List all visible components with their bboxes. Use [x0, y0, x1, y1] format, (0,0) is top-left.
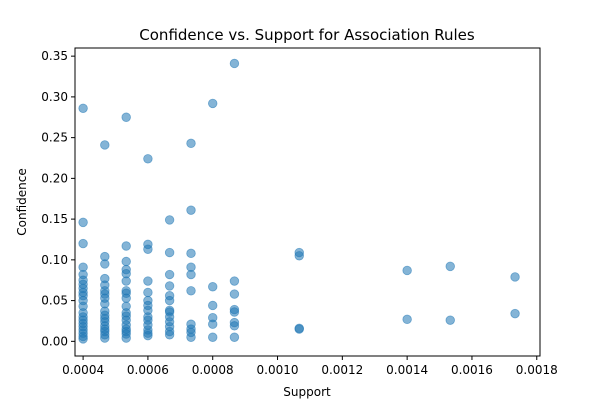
y-tick-label: 0.00 — [41, 334, 68, 348]
data-point-101 — [229, 276, 240, 286]
data-point-89 — [186, 286, 196, 296]
data-point-94 — [208, 98, 218, 109]
y-axis: 0.00 0.05 0.10 0.15 0.20 0.25 0.30 0.35 — [41, 49, 75, 348]
data-point-88 — [186, 269, 196, 280]
data-point-115 — [445, 315, 455, 325]
y-tick-label: 0.35 — [41, 49, 68, 63]
data-point-96 — [208, 300, 218, 311]
x-tick-label: 0.0012 — [321, 363, 363, 377]
data-point-116 — [510, 272, 520, 282]
data-point-93 — [186, 332, 196, 342]
data-point-111 — [294, 324, 304, 334]
data-point-86 — [186, 248, 196, 259]
data-point-106 — [229, 321, 240, 331]
y-tick-label: 0.10 — [41, 253, 68, 267]
data-point-99 — [208, 332, 218, 342]
data-point-113 — [402, 314, 412, 325]
data-point-59 — [143, 244, 153, 254]
data-point-114 — [445, 261, 455, 272]
data-point-61 — [143, 287, 153, 298]
data-point-84 — [186, 138, 196, 149]
data-point-2 — [78, 238, 88, 249]
data-point-102 — [229, 289, 240, 299]
data-point-39 — [121, 112, 131, 122]
y-tick-label: 0.05 — [41, 294, 68, 308]
data-point-44 — [121, 276, 131, 286]
x-tick-label: 0.0006 — [127, 363, 169, 377]
data-point-74 — [164, 281, 175, 291]
data-point-70 — [143, 330, 153, 341]
x-tick-label: 0.0014 — [386, 363, 428, 377]
data-point-72 — [164, 247, 175, 258]
y-tick-label: 0.30 — [41, 90, 68, 104]
data-point-23 — [100, 259, 110, 269]
y-tick-label: 0.15 — [41, 212, 68, 226]
y-tick-label: 0.20 — [41, 171, 68, 185]
x-tick-label: 0.0010 — [257, 363, 299, 377]
x-tick-label: 0.0008 — [192, 363, 234, 377]
data-point-104 — [229, 307, 240, 317]
data-point-20 — [78, 334, 88, 344]
y-tick-label: 0.25 — [41, 131, 68, 145]
data-point-107 — [229, 332, 240, 342]
points-layer — [78, 58, 520, 344]
data-point-57 — [143, 154, 153, 164]
data-point-71 — [164, 215, 175, 225]
data-point-117 — [510, 308, 520, 319]
x-tick-label: 0.0018 — [516, 363, 558, 377]
x-tick-label: 0.0016 — [451, 363, 493, 377]
chart-title: Confidence vs. Support for Association R… — [139, 26, 475, 44]
data-point-100 — [229, 58, 240, 69]
data-point-38 — [100, 333, 110, 343]
x-tick-label: 0.0004 — [62, 363, 104, 377]
data-point-109 — [294, 251, 304, 261]
data-point-41 — [121, 256, 131, 267]
data-point-83 — [164, 330, 175, 340]
data-point-40 — [121, 241, 131, 251]
data-point-0 — [78, 103, 88, 114]
data-point-98 — [208, 319, 218, 329]
x-axis: 0.0004 0.0006 0.0008 0.0010 0.0012 0.0014 0.00… — [62, 356, 558, 377]
data-point-1 — [78, 217, 88, 228]
data-point-95 — [208, 282, 218, 292]
data-point-21 — [100, 140, 110, 150]
data-point-76 — [164, 295, 175, 306]
y-axis-label: Confidence — [15, 168, 29, 235]
plot-frame — [74, 47, 541, 357]
data-point-60 — [143, 276, 153, 286]
data-point-47 — [121, 293, 131, 303]
data-point-56 — [121, 333, 131, 343]
x-axis-label: Support — [283, 385, 331, 399]
data-point-73 — [164, 269, 175, 280]
data-point-112 — [402, 265, 412, 276]
data-point-85 — [186, 205, 196, 215]
